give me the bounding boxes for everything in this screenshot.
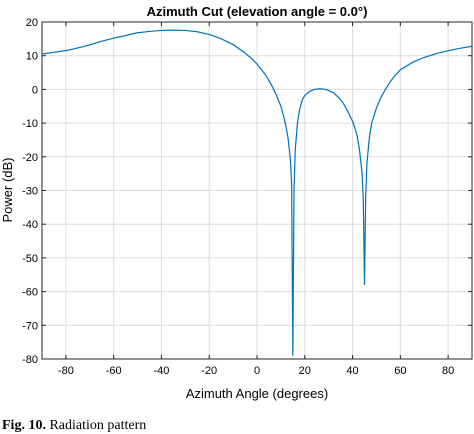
y-tick-label: 0 xyxy=(32,84,38,96)
x-tick-label: 0 xyxy=(254,365,260,377)
y-tick-label: -20 xyxy=(22,152,38,164)
y-tick-label: 10 xyxy=(26,51,38,63)
tick-marks xyxy=(42,21,472,360)
y-tick-label: -70 xyxy=(22,320,38,332)
figure-caption: Fig. 10. Radiation pattern xyxy=(2,418,146,434)
figure-caption-text: Radiation pattern xyxy=(49,418,147,433)
y-tick-label: -80 xyxy=(22,354,38,366)
y-tick-label: 20 xyxy=(26,17,38,29)
chart-title: Azimuth Cut (elevation angle = 0.0°) xyxy=(147,4,368,19)
y-tick-labels: 20 10 0 -10 -20 -30 -40 -50 -60 -70 -80 xyxy=(22,17,38,366)
x-tick-labels: -80 -60 -40 -20 0 20 40 60 80 xyxy=(58,365,454,377)
x-tick-label: -40 xyxy=(153,365,169,377)
y-tick-label: -60 xyxy=(22,287,38,299)
y-tick-label: -10 xyxy=(22,118,38,130)
x-axis-label: Azimuth Angle (degrees) xyxy=(186,386,328,401)
series-line-power xyxy=(41,29,473,356)
grid-lines xyxy=(42,21,472,360)
x-tick-label: 40 xyxy=(346,365,358,377)
x-tick-label: 80 xyxy=(442,365,454,377)
y-tick-label: -50 xyxy=(22,253,38,265)
y-tick-label: -40 xyxy=(22,219,38,231)
x-tick-label: -60 xyxy=(106,365,122,377)
x-tick-label: 60 xyxy=(394,365,406,377)
figure-caption-label: Fig. 10. xyxy=(2,418,46,433)
y-axis-label: Power (dB) xyxy=(0,157,15,222)
x-tick-label: -20 xyxy=(201,365,217,377)
x-tick-label: 20 xyxy=(299,365,311,377)
y-tick-label: -30 xyxy=(22,186,38,198)
radiation-pattern-chart: Azimuth Cut (elevation angle = 0.0°) -80… xyxy=(0,4,473,401)
x-tick-label: -80 xyxy=(58,365,74,377)
